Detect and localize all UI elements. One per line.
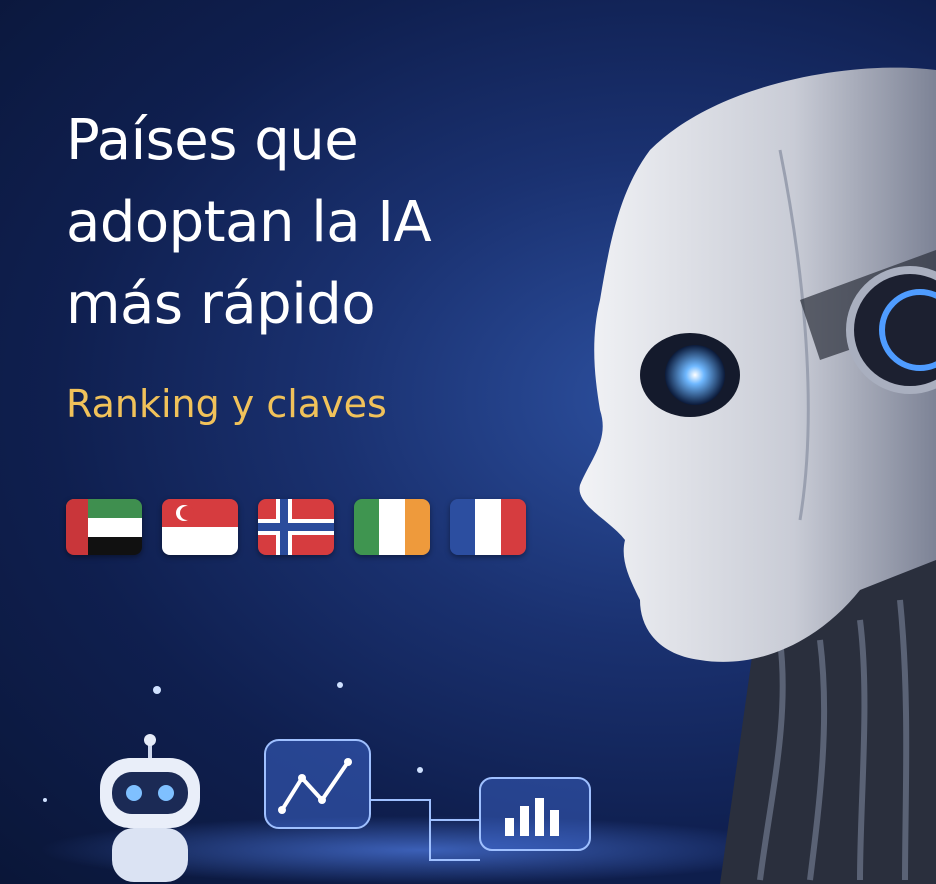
poster-title: Países que adoptan la IA más rápido: [66, 108, 432, 337]
robot-head: [579, 67, 936, 662]
line-chart-card-icon: [264, 739, 371, 829]
ireland-flag-icon: [354, 499, 430, 555]
france-flag-icon: [450, 499, 526, 555]
neck-cables-icon: [757, 599, 910, 881]
bar-chart-card-icon: [479, 777, 591, 851]
small-robot-icon: [100, 734, 200, 882]
norway-flag-icon: [258, 499, 334, 555]
ear-disc-icon: [846, 266, 936, 394]
robot-eye-icon: [665, 345, 725, 405]
poster-subtitle: Ranking y claves: [66, 382, 387, 426]
singapore-flag-icon: [162, 499, 238, 555]
flag-row: [66, 499, 526, 555]
uae-flag-icon: [66, 499, 142, 555]
